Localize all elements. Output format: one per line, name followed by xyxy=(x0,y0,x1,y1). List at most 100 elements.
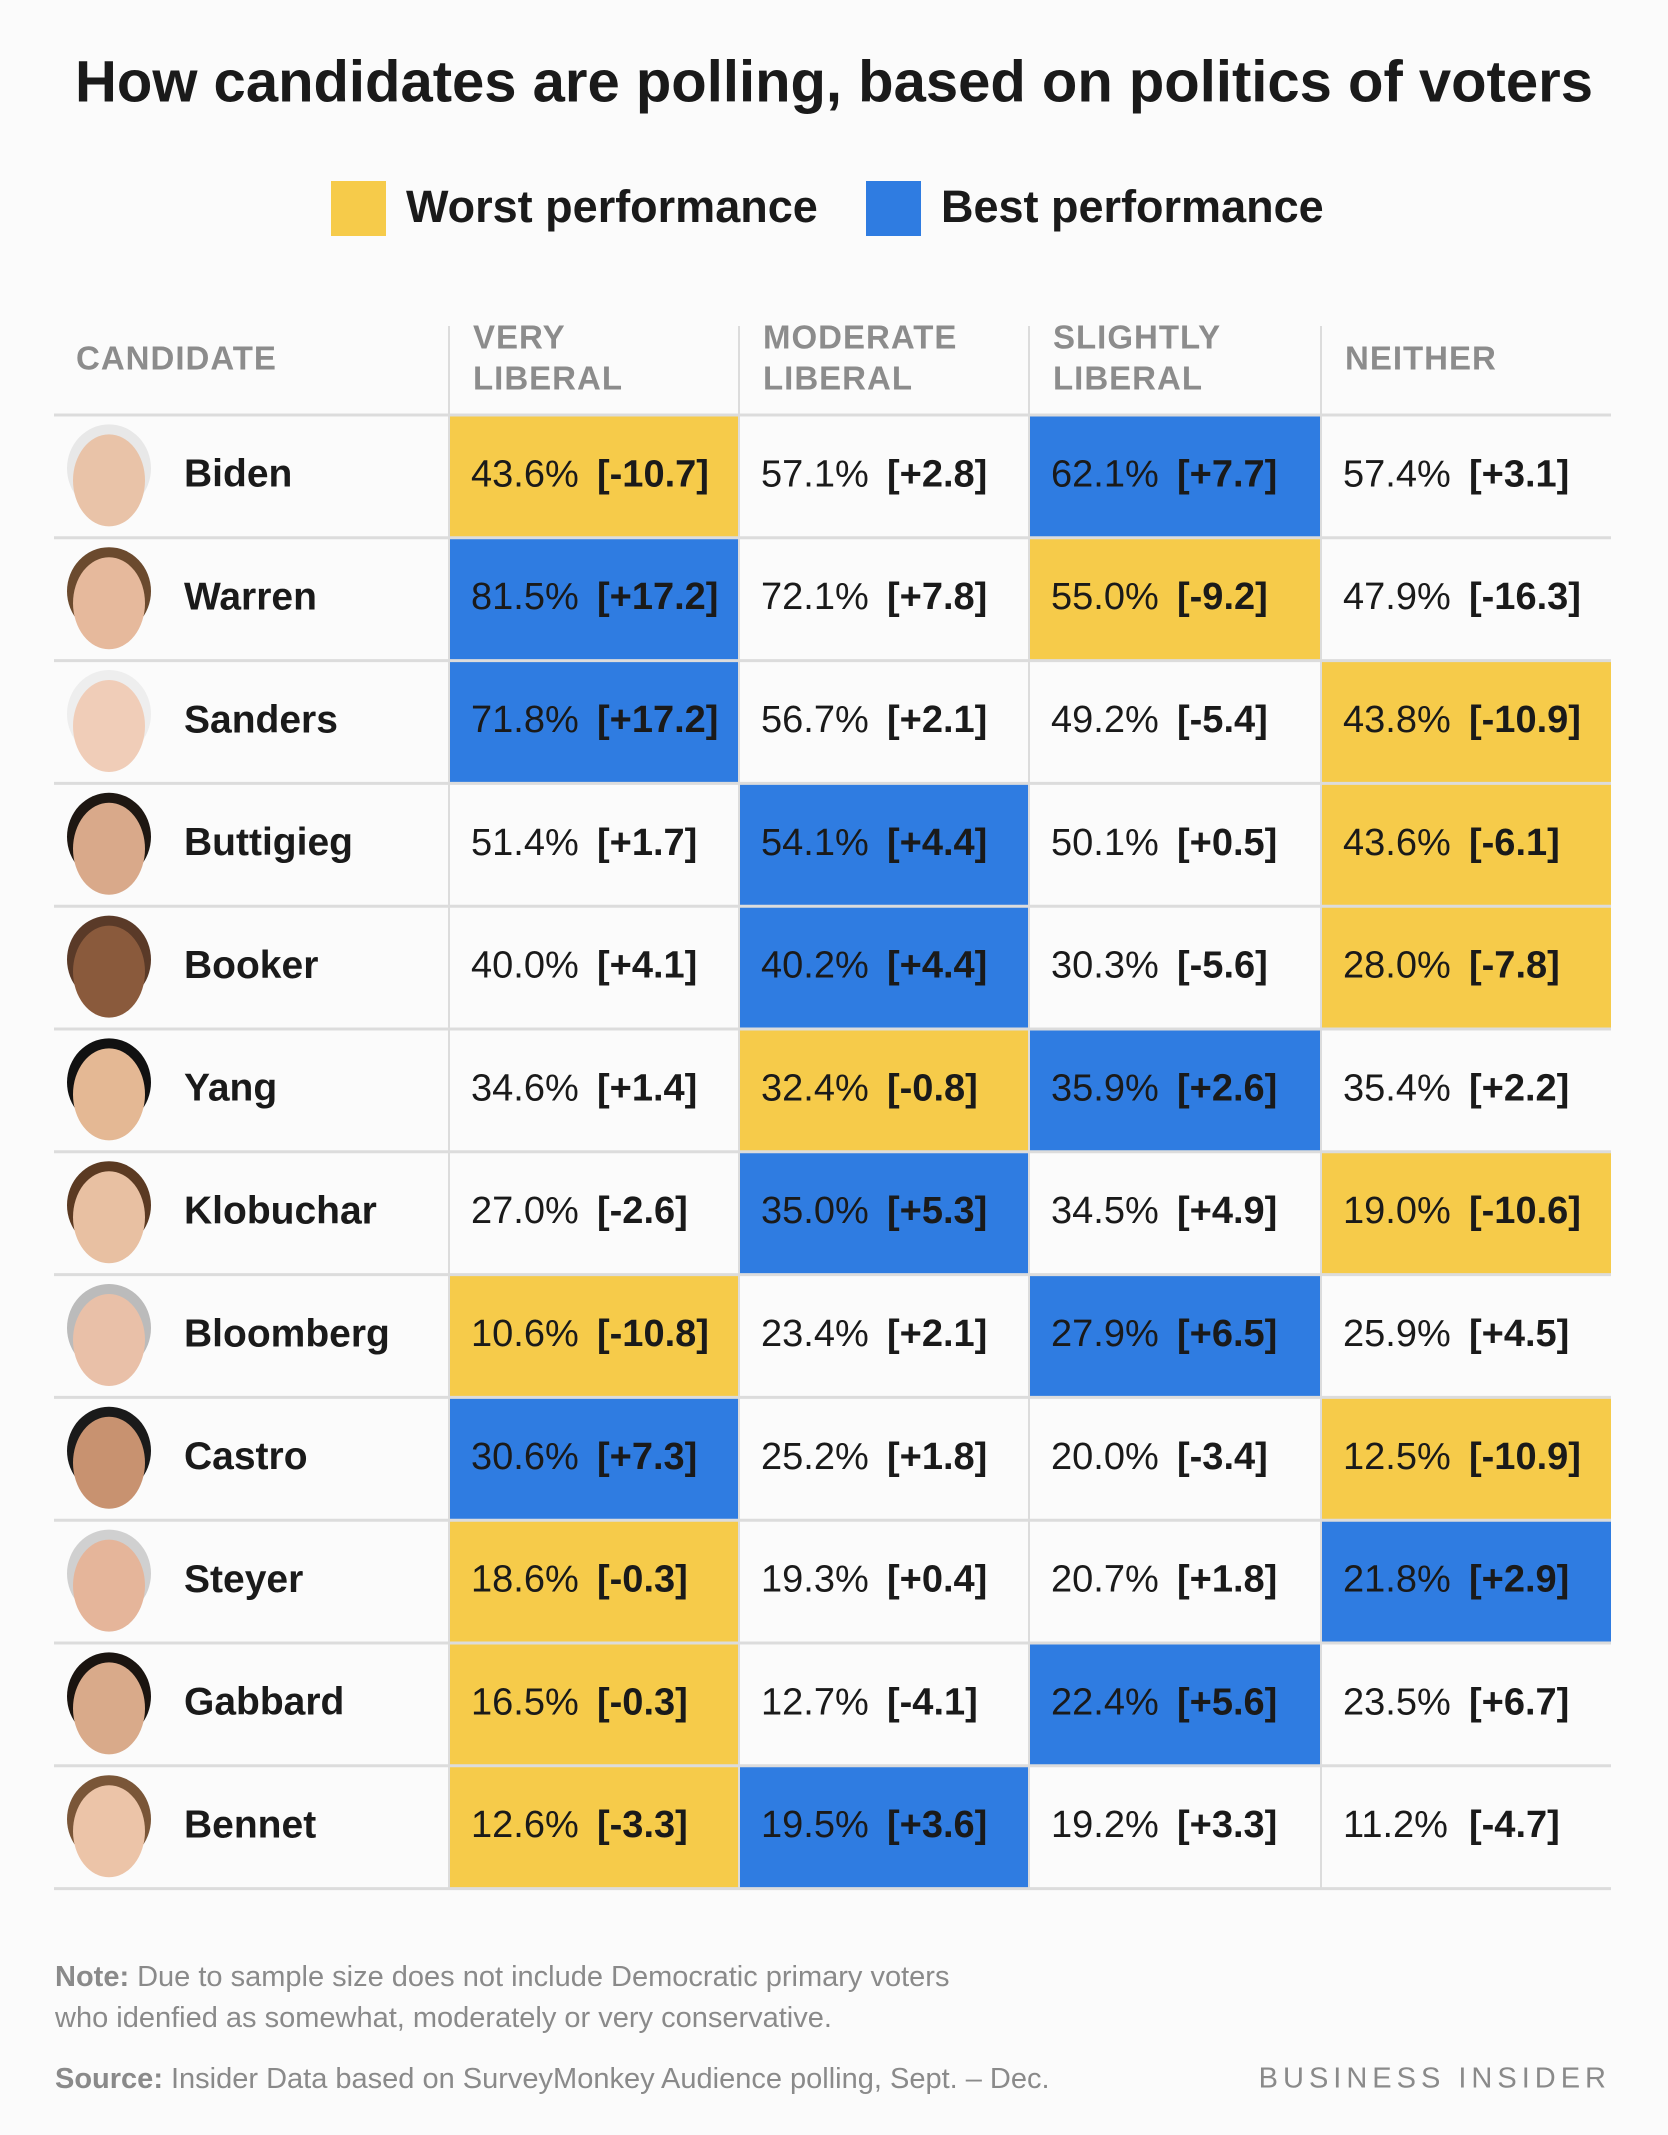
cell-change: [-10.7] xyxy=(597,453,709,495)
cell-percent: 50.1% xyxy=(1051,822,1159,864)
cell-percent: 12.5% xyxy=(1343,1436,1451,1478)
candidate-name: Bloomberg xyxy=(184,1312,390,1355)
face xyxy=(73,802,145,895)
cell-percent: 20.7% xyxy=(1051,1559,1159,1601)
cell-change: [-10.9] xyxy=(1469,1436,1581,1478)
column-header: MODERATE xyxy=(763,319,957,356)
cell-percent: 27.0% xyxy=(471,1190,579,1232)
cell-percent: 35.4% xyxy=(1343,1067,1451,1109)
cell-percent: 25.2% xyxy=(761,1436,869,1478)
cell-change: [-4.7] xyxy=(1469,1804,1560,1846)
cell-change: [+4.9] xyxy=(1177,1190,1277,1232)
candidate-name: Buttigieg xyxy=(184,821,353,864)
cell-change: [-3.3] xyxy=(597,1804,688,1846)
highlight-cell xyxy=(739,1151,1029,1275)
cell-change: [-10.6] xyxy=(1469,1190,1581,1232)
cell-change: [+4.4] xyxy=(887,945,987,987)
highlight-cell xyxy=(449,1274,739,1398)
cell-change: [-10.9] xyxy=(1469,699,1581,741)
cell-change: [+6.7] xyxy=(1469,1681,1569,1723)
cell-percent: 57.1% xyxy=(761,453,869,495)
cell-change: [+4.1] xyxy=(597,945,697,987)
highlight-cell xyxy=(449,1765,739,1889)
cell-change: [-5.4] xyxy=(1177,699,1268,741)
cell-percent: 19.0% xyxy=(1343,1190,1451,1232)
cell-change: [+2.8] xyxy=(887,453,987,495)
cell-percent: 22.4% xyxy=(1051,1681,1159,1723)
candidate-name: Steyer xyxy=(184,1558,303,1601)
face xyxy=(73,434,145,527)
highlight-cell xyxy=(1321,1520,1611,1643)
source-text: Insider Data based on SurveyMonkey Audie… xyxy=(171,2063,1050,2095)
source-label: Source: xyxy=(55,2063,163,2095)
cell-change: [-0.3] xyxy=(597,1559,688,1601)
cell-percent: 47.9% xyxy=(1343,576,1451,618)
cell-percent: 57.4% xyxy=(1343,453,1451,495)
cell-percent: 12.7% xyxy=(761,1681,869,1723)
cell-change: [+5.6] xyxy=(1177,1681,1277,1723)
cell-change: [-6.1] xyxy=(1469,822,1560,864)
face xyxy=(73,1171,145,1264)
cell-percent: 18.6% xyxy=(471,1559,579,1601)
face xyxy=(73,925,145,1018)
cell-percent: 40.2% xyxy=(761,945,869,987)
cell-percent: 20.0% xyxy=(1051,1436,1159,1478)
cell-percent: 54.1% xyxy=(761,822,869,864)
cell-percent: 49.2% xyxy=(1051,699,1159,741)
candidate-name: Gabbard xyxy=(184,1681,344,1724)
highlight-cell xyxy=(739,783,1029,907)
cell-change: [+2.2] xyxy=(1469,1067,1569,1109)
column-header: NEITHER xyxy=(1345,340,1497,377)
legend: Worst performance Best performance xyxy=(331,181,1324,236)
note: Note: Due to sample size does not include… xyxy=(54,1961,949,2034)
cell-change: [+2.1] xyxy=(887,699,987,741)
cell-percent: 30.3% xyxy=(1051,945,1159,987)
cell-percent: 23.4% xyxy=(761,1313,869,1355)
face xyxy=(73,1048,145,1141)
cell-percent: 56.7% xyxy=(761,699,869,741)
cell-percent: 28.0% xyxy=(1343,945,1451,987)
cell-change: [+3.3] xyxy=(1177,1804,1277,1846)
column-header: CANDIDATE xyxy=(76,340,277,377)
highlight-cell xyxy=(1321,1151,1611,1275)
highlight-cell xyxy=(1029,537,1321,661)
face xyxy=(73,557,145,650)
highlight-cell xyxy=(1029,1029,1321,1152)
cell-percent: 51.4% xyxy=(471,822,579,864)
cell-percent: 43.6% xyxy=(471,453,579,495)
brand: BUSINESS INSIDER xyxy=(1259,2063,1611,2095)
highlight-cell xyxy=(739,1029,1029,1152)
candidate-name: Warren xyxy=(184,575,317,618)
face xyxy=(73,1294,145,1386)
cell-change: [-0.3] xyxy=(597,1681,688,1723)
cell-percent: 10.6% xyxy=(471,1313,579,1355)
cell-change: [-2.6] xyxy=(597,1190,688,1232)
candidate-name: Sanders xyxy=(184,698,338,741)
cell-change: [+17.2] xyxy=(597,699,718,741)
highlight-cell xyxy=(449,660,739,784)
cell-change: [+6.5] xyxy=(1177,1313,1277,1355)
cell-percent: 25.9% xyxy=(1343,1313,1451,1355)
highlight-cell xyxy=(1321,660,1611,784)
cell-change: [+2.6] xyxy=(1177,1067,1277,1109)
cell-percent: 71.8% xyxy=(471,699,579,741)
cell-percent: 32.4% xyxy=(761,1067,869,1109)
note-text: who idenfied as somewhat, moderately or … xyxy=(54,2002,832,2034)
source: Source: Insider Data based on SurveyMonke… xyxy=(55,2063,1050,2095)
cell-change: [-5.6] xyxy=(1177,945,1268,987)
cell-change: [+7.8] xyxy=(887,576,987,618)
highlight-cell xyxy=(1029,1274,1321,1398)
cell-change: [-16.3] xyxy=(1469,576,1581,618)
cell-percent: 16.5% xyxy=(471,1681,579,1723)
cell-percent: 40.0% xyxy=(471,945,579,987)
cell-percent: 43.8% xyxy=(1343,699,1451,741)
cell-percent: 35.0% xyxy=(761,1190,869,1232)
cell-percent: 35.9% xyxy=(1051,1067,1159,1109)
cell-percent: 72.1% xyxy=(761,576,869,618)
cell-change: [+2.1] xyxy=(887,1313,987,1355)
cell-change: [+5.3] xyxy=(887,1190,987,1232)
cell-change: [+0.5] xyxy=(1177,822,1277,864)
cell-change: [-0.8] xyxy=(887,1067,978,1109)
cell-change: [+0.4] xyxy=(887,1559,987,1601)
